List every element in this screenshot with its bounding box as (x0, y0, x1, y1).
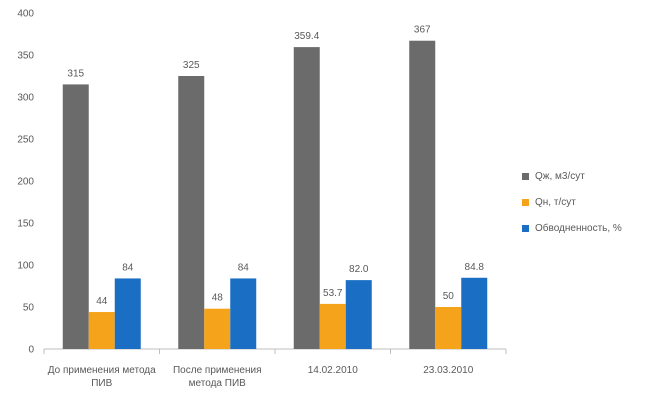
bar-value-label: 53.7 (323, 288, 343, 299)
x-category-label: До применения метода ПИВ (48, 365, 156, 389)
bar-value-label: 82.0 (349, 264, 369, 275)
bar (178, 76, 205, 349)
bar (230, 278, 257, 349)
bar (345, 280, 372, 349)
legend-label-liquid: Qж, м3/сут (535, 170, 585, 182)
bar-value-label: 325 (183, 60, 200, 71)
x-category-label: После применения метода ПИВ (173, 365, 262, 389)
bar (409, 40, 436, 349)
x-axis: До применения метода ПИВ После применения м… (43, 348, 507, 389)
legend-item-liquid: Qж, м3/сут (522, 170, 622, 182)
bar-value-label: 367 (414, 25, 431, 36)
bar-value-label: 84 (238, 262, 250, 273)
bar-value-label: 48 (212, 293, 224, 304)
bar-value-label: 50 (443, 291, 455, 302)
bar-value-label: 84 (122, 262, 134, 273)
y-axis: 0 50 100 150 200 250 300 350 400 (17, 9, 34, 356)
bar (293, 47, 320, 349)
bar (204, 308, 231, 349)
legend-label-oil: Qн, т/сут (535, 196, 576, 208)
y-tick-label: 150 (17, 219, 34, 230)
bar-value-label: 44 (96, 296, 108, 307)
data-labels: 315 325 359.4 367 44 48 53.7 50 84 84 82.0 84.8 (67, 25, 484, 307)
y-tick-label: 200 (17, 177, 34, 188)
bar-value-label: 315 (67, 68, 84, 79)
bar-value-label: 359.4 (294, 31, 319, 42)
x-category-label: 23.03.2010 (423, 365, 473, 376)
legend-item-oil: Qн, т/сут (522, 196, 622, 208)
bar (114, 278, 141, 349)
bar-value-label: 84.8 (465, 262, 485, 273)
legend-item-watercut: Обводненность, % (522, 222, 622, 234)
bar (435, 307, 462, 349)
bar (319, 303, 346, 349)
legend-swatch-watercut (522, 224, 529, 232)
y-tick-label: 0 (28, 345, 34, 356)
legend-swatch-liquid (522, 172, 529, 180)
y-tick-label: 300 (17, 93, 34, 104)
bar (461, 277, 488, 349)
legend-label-watercut: Обводненность, % (535, 222, 622, 234)
bar (62, 84, 89, 350)
y-tick-label: 100 (17, 261, 34, 272)
y-tick-label: 350 (17, 51, 34, 62)
legend: Qж, м3/сут Qн, т/сут Обводненность, % (522, 170, 622, 248)
x-category-label: 14.02.2010 (308, 365, 358, 376)
y-tick-label: 400 (17, 9, 34, 20)
bar (88, 312, 115, 349)
legend-swatch-oil (522, 198, 529, 206)
y-tick-label: 50 (23, 303, 35, 314)
y-tick-label: 250 (17, 135, 34, 146)
bars (62, 40, 488, 350)
